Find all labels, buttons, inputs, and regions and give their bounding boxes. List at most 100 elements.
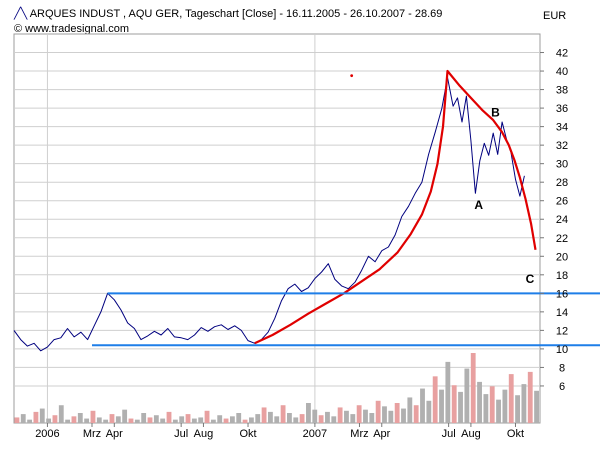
y-tick-label: 24 xyxy=(556,214,568,226)
volume-bar xyxy=(71,416,77,423)
y-tick-label: 42 xyxy=(556,48,568,60)
axes: 6 8 10 12 14 16 18 20 22 24 26 28 30 32 34 36 38 40 42 2006… xyxy=(35,48,568,440)
volume-bar xyxy=(483,394,489,423)
volume-bar xyxy=(293,417,299,423)
volume-bar xyxy=(274,416,280,423)
x-tick-label: Apr xyxy=(106,428,123,440)
volume-bar xyxy=(65,419,71,423)
volume-bar xyxy=(432,376,438,423)
volume-bar xyxy=(337,407,343,423)
volume-bar xyxy=(198,417,204,423)
volume-bar xyxy=(27,419,33,423)
x-tick-label: Apr xyxy=(373,428,390,440)
y-tick-label: 32 xyxy=(556,140,568,152)
volume-bar xyxy=(58,405,64,423)
y-axis-unit: EUR xyxy=(543,10,567,22)
volume-bar xyxy=(223,418,229,423)
volume-bar xyxy=(122,409,128,423)
volume-bar xyxy=(46,418,52,423)
volume-bar xyxy=(191,418,197,423)
volume-bar xyxy=(229,416,235,423)
volume-bar xyxy=(172,419,178,423)
volume-bar xyxy=(369,413,375,423)
volume-bar xyxy=(496,399,501,423)
volume-bar xyxy=(103,419,109,423)
volume-bar xyxy=(267,411,273,423)
volume-bar xyxy=(52,415,58,423)
volume-bar xyxy=(306,403,311,423)
y-tick-label: 10 xyxy=(556,344,568,356)
volume-bar xyxy=(204,410,210,423)
volume-bar xyxy=(312,409,318,423)
volume-bar xyxy=(179,416,185,423)
volume-bar xyxy=(331,416,337,423)
volume-bar xyxy=(394,403,400,423)
annotations: A B C xyxy=(474,105,534,286)
y-tick-label: 36 xyxy=(556,103,568,115)
volume-bar xyxy=(458,391,463,423)
volume-bar xyxy=(185,414,191,423)
volume-bar xyxy=(210,419,216,423)
volume-bar xyxy=(470,353,476,423)
volume-bar xyxy=(33,411,39,423)
volume-bar xyxy=(280,405,286,423)
x-tick-label: Aug xyxy=(194,428,214,440)
annotation-label: A xyxy=(474,198,483,212)
volume-bars xyxy=(14,353,539,423)
chart-title: ╱╲ ARQUES INDUST , AQU GER, Tageschart [… xyxy=(14,7,442,20)
volume-bar xyxy=(527,371,533,423)
volume-bar xyxy=(356,405,362,423)
volume-bar xyxy=(515,395,520,423)
volume-bar xyxy=(39,408,45,423)
annotation-label: B xyxy=(491,105,500,119)
volume-bar xyxy=(90,410,96,423)
volume-bar xyxy=(141,413,147,423)
x-tick-label: 2006 xyxy=(35,428,59,440)
volume-bar xyxy=(20,414,26,423)
x-tick-label: Jul xyxy=(442,428,456,440)
volume-bar xyxy=(242,419,248,423)
volume-bar xyxy=(134,419,140,423)
y-tick-label: 38 xyxy=(556,85,568,97)
volume-bar xyxy=(128,418,134,423)
x-tick-label: Mrz xyxy=(83,428,101,440)
x-tick-label: Okt xyxy=(239,428,256,440)
volume-bar xyxy=(160,418,166,423)
x-tick-label: Jul xyxy=(174,428,188,440)
x-tick-label: Okt xyxy=(507,428,524,440)
volume-bar xyxy=(96,417,102,423)
price-line xyxy=(13,77,525,352)
volume-bar xyxy=(14,417,20,423)
volume-bar xyxy=(413,405,419,423)
y-tick-label: 12 xyxy=(556,325,568,337)
volume-bar xyxy=(166,411,172,423)
volume-bar xyxy=(502,389,508,423)
y-tick-label: 28 xyxy=(556,177,568,189)
volume-bar xyxy=(477,381,482,423)
x-tick-label: Aug xyxy=(461,428,481,440)
volume-bar xyxy=(115,416,121,423)
volume-bar xyxy=(248,417,254,423)
annotation-label: C xyxy=(526,272,535,286)
volume-bar xyxy=(344,410,349,423)
red-marker xyxy=(350,74,354,78)
volume-bar xyxy=(426,400,432,423)
x-tick-label: 2007 xyxy=(303,428,327,440)
volume-bar xyxy=(255,414,261,423)
volume-bar xyxy=(325,411,330,423)
series-lines xyxy=(13,69,537,352)
y-tick-label: 8 xyxy=(559,362,565,374)
volume-bar xyxy=(350,414,356,423)
volume-bar xyxy=(153,415,159,423)
volume-bar xyxy=(451,385,457,423)
x-tick-label: Mrz xyxy=(350,428,368,440)
y-tick-label: 18 xyxy=(556,270,568,282)
credit-text: © www.tradesignal.com xyxy=(14,23,130,35)
volume-bar xyxy=(521,384,527,423)
y-tick-label: 22 xyxy=(556,233,568,245)
volume-bar xyxy=(217,415,223,423)
y-tick-label: 26 xyxy=(556,196,568,208)
volume-bar xyxy=(109,414,115,423)
volume-bar xyxy=(445,361,451,423)
